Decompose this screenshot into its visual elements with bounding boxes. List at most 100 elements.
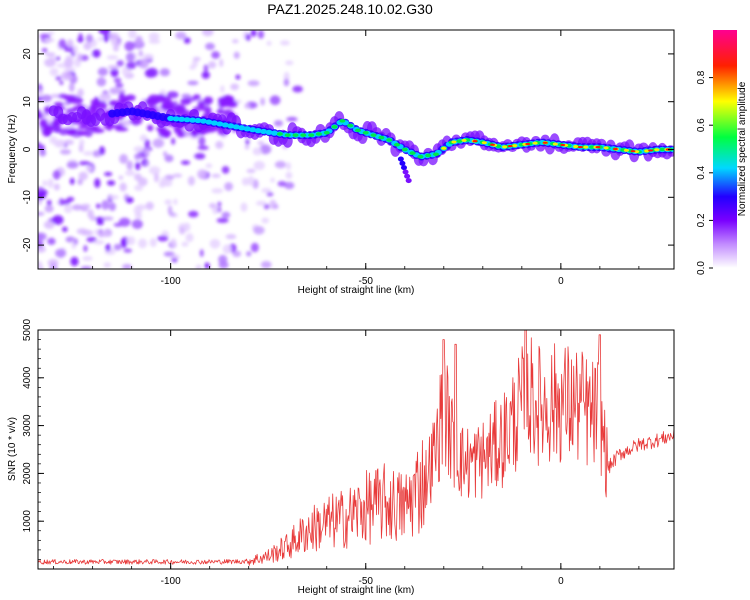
spectrogram-noise-cell	[139, 134, 148, 142]
spectrogram-noise-cell	[187, 80, 199, 86]
colorbar-tick-label: 0.8	[696, 70, 707, 84]
spectrogram-ridge-cell	[243, 126, 251, 132]
spectrogram-noise-cell	[261, 187, 272, 193]
spectrogram-ridge-cell	[210, 120, 218, 126]
snr-x-label: Height of straight line (km)	[298, 585, 415, 596]
spectrogram-noise-cell	[88, 105, 98, 113]
spectrogram-noise-cell	[108, 194, 120, 200]
spectrogram-noise-cell	[135, 35, 143, 46]
spectrogram-noise-cell	[250, 242, 259, 253]
spectrogram-noise-cell	[209, 238, 221, 249]
spectrogram-noise-cell	[44, 58, 56, 68]
spectrogram-noise-cell	[253, 225, 265, 235]
spectrogram-noise-cell	[83, 151, 94, 156]
snr-frame-bg	[38, 330, 674, 569]
spectrogram-noise-cell	[78, 160, 91, 166]
spectrogram-ridge-cell	[409, 151, 416, 155]
spectrogram-noise-cell	[146, 124, 154, 132]
spectrogram-noise-cell	[133, 146, 145, 153]
spectrogram-noise-cell	[283, 78, 290, 87]
spectrogram-ridge-cell	[613, 147, 618, 151]
spectrogram-noise-cell	[58, 128, 69, 136]
spectrogram-noise-cell	[167, 205, 173, 215]
spectrogram-ridge-cell	[425, 153, 432, 158]
spectrogram-ridge-cell	[323, 130, 330, 135]
spectrogram-ridge-cell	[370, 133, 377, 137]
spectrogram-noise-cell	[279, 40, 290, 46]
spectrogram-noise-cell	[94, 178, 101, 188]
spectrogram-noise-cell	[164, 199, 172, 205]
spectrogram-noise-cell	[97, 36, 103, 42]
colorbar-gradient	[713, 30, 737, 268]
spectrogram-noise-cell	[230, 83, 240, 91]
spectrogram-noise-cell	[192, 56, 201, 62]
spectrogram-ridge-cell	[654, 148, 660, 152]
spectrogram-noise-cell	[152, 138, 165, 148]
spectrogram-noise-cell	[197, 101, 205, 111]
spectrogram-x-tick-label: -100	[161, 276, 181, 287]
spectrogram-ridge-cell	[405, 178, 412, 184]
spectrogram-noise-cell	[145, 161, 150, 167]
spectrogram-noise-cell	[160, 176, 168, 186]
spectrogram-noise-cell	[173, 198, 178, 205]
spectrogram-ridge-cell	[347, 123, 354, 128]
spectrogram-noise-cell	[244, 103, 251, 109]
spectrogram-noise-cell	[63, 204, 73, 214]
colorbar-tick-label: 0.4	[696, 165, 707, 179]
spectrogram-noise-cell	[211, 51, 220, 59]
spectrogram-ridge-cell	[227, 123, 235, 129]
spectrogram-noise-cell	[145, 201, 154, 211]
spectrogram-noise-cell	[266, 192, 274, 197]
colorbar-ticks: 0.0 0.2 0.4 0.6 0.8	[696, 70, 713, 275]
spectrogram-noise-cell	[134, 211, 143, 220]
spectrogram-ridge-cell	[378, 135, 385, 140]
spectrogram-noise-cell	[204, 262, 210, 269]
spectrogram-x-ticks: -100 -50 0	[53, 30, 640, 287]
spectrogram-noise-cell	[170, 238, 177, 248]
spectrogram-noise-cell	[203, 106, 212, 113]
spectrogram-ridge-cell	[552, 142, 558, 146]
spectrogram-noise-cell	[120, 238, 128, 249]
spectrogram-noise-cell	[71, 204, 83, 211]
spectrogram-noise-cell	[103, 262, 112, 268]
spectrogram-noise-cell	[87, 209, 94, 219]
figure-title: PAZ1.2025.248.10.02.G30	[267, 1, 433, 17]
spectrogram-noise-cell	[98, 146, 106, 156]
spectrogram-noise-cell	[73, 238, 79, 245]
spectrogram-noise-cell	[273, 120, 284, 127]
spectrogram-noise-cell	[126, 236, 136, 246]
spectrogram-ridge-cell	[589, 145, 596, 149]
spectrogram-noise-cell	[77, 53, 83, 62]
spectrogram-noise-cell	[103, 33, 110, 43]
spectrogram-noise-cell	[123, 248, 133, 253]
spectrogram-ridge-cell	[417, 154, 424, 159]
spectrogram-noise-cell	[157, 235, 169, 242]
spectrogram-noise-cell	[98, 30, 111, 35]
spectrogram-ridge-cell	[577, 146, 583, 149]
spectrogram-noise-cell	[83, 42, 92, 51]
spectrogram-noise-cell	[110, 67, 119, 78]
spectrogram-noise-cell	[59, 80, 64, 86]
spectrogram-ridge-cell	[603, 146, 609, 150]
spectrogram-noise-cell	[43, 37, 55, 43]
spectrogram-ridge-cell	[270, 130, 278, 136]
spectrogram-noise-cell	[205, 163, 213, 169]
spectrogram-noise-cell	[166, 91, 179, 99]
spectrogram-noise-cell	[181, 93, 191, 99]
spectrogram-ridge-cell	[402, 169, 409, 175]
spectrogram-noise-cell	[199, 249, 204, 257]
spectrogram-noise-cell	[39, 118, 48, 129]
spectrogram-noise-cell	[133, 220, 141, 227]
spectrogram-noise-cell	[246, 168, 256, 174]
spectrogram-noise-cell	[285, 60, 294, 66]
spectrogram-noise-cell	[39, 33, 51, 39]
spectrogram-noise-cell	[53, 101, 64, 107]
spectrogram-noise-cell	[67, 124, 75, 130]
colorbar-label: Normalized spectral amplitude	[737, 81, 748, 216]
snr-series-line	[38, 330, 674, 566]
spectrogram-noise-cell	[187, 175, 196, 186]
spectrogram-noise-cell	[109, 87, 121, 95]
spectrogram-noise-cell	[111, 38, 117, 46]
spectrogram-ridge-cell	[399, 160, 406, 166]
spectrogram-noise-cell	[99, 93, 111, 103]
